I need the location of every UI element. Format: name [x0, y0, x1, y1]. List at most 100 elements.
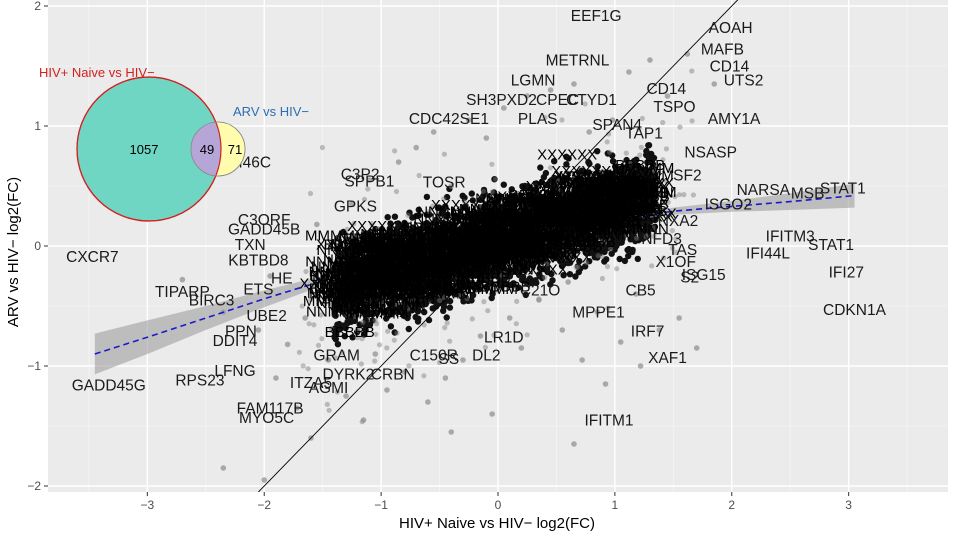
x-tick-label: −2	[257, 498, 271, 512]
data-point	[571, 81, 577, 87]
y-tick-label: 2	[34, 0, 41, 13]
gene-label: CB5	[626, 283, 656, 300]
data-point	[513, 321, 519, 327]
gene-label: BIRC3	[189, 292, 235, 309]
gene-label: TAP1	[625, 125, 663, 142]
data-point	[690, 192, 697, 198]
data-point	[645, 142, 653, 149]
dense-label: NNNNN	[591, 180, 645, 197]
data-point	[586, 129, 592, 135]
data-point	[565, 279, 571, 285]
data-point	[524, 332, 530, 338]
data-point	[601, 258, 608, 265]
x-tick-label: 0	[495, 498, 502, 512]
venn-label-b: ARV vs HIV−	[233, 104, 309, 119]
gene-label: GADD45B	[228, 221, 300, 238]
data-point	[616, 255, 623, 263]
gene-label: MAFB	[701, 41, 744, 58]
dense-label: BBBBB	[325, 324, 375, 341]
data-point	[421, 308, 428, 316]
data-point	[311, 322, 317, 328]
data-point	[607, 149, 613, 155]
data-point	[617, 339, 624, 345]
gene-label: EEF1G	[571, 8, 622, 25]
data-point	[506, 315, 513, 321]
data-point	[677, 124, 683, 130]
gene-label: AGMI	[309, 380, 349, 397]
data-point	[460, 357, 466, 363]
data-point	[392, 148, 398, 154]
data-point	[629, 248, 636, 256]
gene-label: AOAH	[709, 20, 753, 37]
point-cloud	[331, 142, 659, 348]
data-point	[442, 325, 448, 331]
gene-label: GRAM	[313, 347, 360, 364]
data-point	[489, 411, 495, 417]
dense-label: BBBBB	[370, 239, 420, 256]
gene-label: LR1D	[484, 329, 524, 346]
data-point	[676, 315, 682, 321]
gene-label: IFI27	[829, 265, 864, 282]
dense-label: XXXXXX	[415, 246, 475, 263]
data-point	[446, 304, 454, 311]
data-point	[500, 181, 507, 188]
data-point	[637, 363, 644, 369]
data-point	[447, 338, 453, 344]
data-point	[179, 276, 186, 283]
data-point	[481, 299, 487, 305]
data-point	[319, 144, 325, 151]
data-point	[306, 321, 312, 327]
data-point	[360, 417, 367, 423]
data-point	[681, 192, 687, 198]
data-point	[440, 307, 447, 314]
gene-label: SH3PXD2	[466, 92, 537, 109]
data-point	[372, 358, 378, 364]
dense-label: MMMMM	[413, 262, 475, 279]
data-point	[384, 387, 390, 393]
y-axis-title: ARV vs HIV− log2(FC)	[5, 177, 22, 327]
data-point	[638, 144, 645, 150]
gene-label: CDKN1A	[823, 302, 887, 319]
data-point	[273, 375, 279, 381]
data-point	[443, 193, 451, 201]
gene-label: CXCR7	[66, 249, 119, 266]
data-point	[485, 308, 491, 314]
gene-label: STAT1	[820, 181, 866, 198]
gene-label: TSPO	[653, 99, 695, 116]
gene-label: GADD45G	[72, 377, 146, 394]
data-point	[602, 381, 609, 387]
x-tick-label: 3	[845, 498, 852, 512]
data-point	[579, 357, 585, 363]
gene-label: CD14	[646, 81, 686, 98]
gene-label: DL2	[472, 347, 500, 364]
data-point	[444, 320, 450, 326]
gene-label: NSASP	[684, 145, 737, 162]
data-point	[384, 345, 390, 351]
data-point	[676, 192, 683, 198]
gene-label: CRBN	[371, 367, 415, 384]
gene-label: HE	[271, 271, 293, 288]
x-tick-label: 2	[728, 498, 735, 512]
gene-label: ISGO2	[705, 196, 752, 213]
venn-label-a: HIV+ Naive vs HIV−	[39, 65, 155, 80]
data-point	[423, 193, 431, 201]
data-point	[604, 263, 611, 270]
data-point	[492, 176, 498, 182]
data-point	[421, 373, 427, 379]
gene-label: XAF1	[648, 350, 687, 367]
venn-count-only-b: 71	[228, 142, 242, 157]
data-point	[625, 252, 632, 260]
data-point	[372, 351, 379, 357]
data-point	[220, 465, 227, 471]
data-point	[559, 327, 566, 333]
gene-label: UBE2	[246, 308, 287, 325]
data-point	[489, 161, 495, 167]
y-tick-label: 1	[34, 119, 41, 133]
data-point	[376, 342, 383, 348]
dense-label: NNNNN	[475, 191, 529, 208]
data-point	[441, 151, 447, 157]
data-point	[469, 197, 476, 204]
data-point	[314, 221, 320, 228]
data-point	[442, 375, 449, 381]
data-point	[572, 273, 579, 280]
